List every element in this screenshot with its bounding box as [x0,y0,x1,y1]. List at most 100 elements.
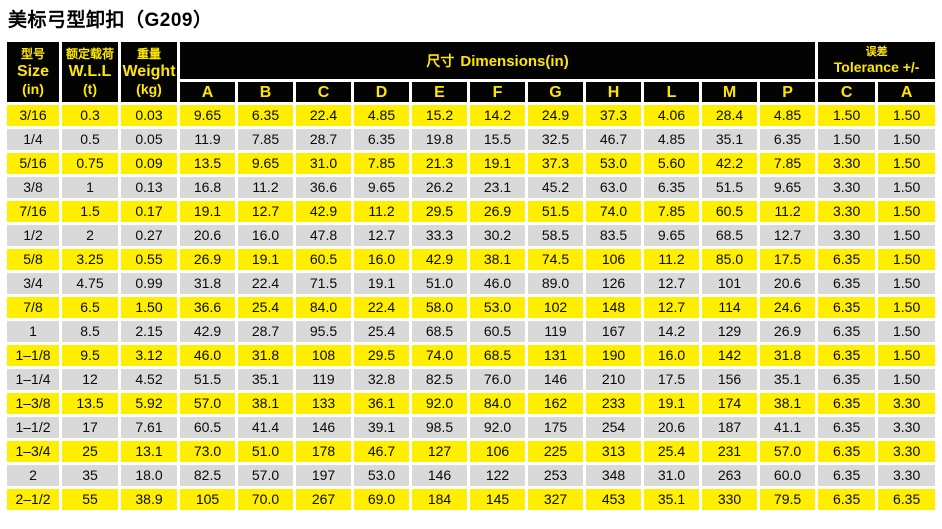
col-header-dim-M: M [702,82,757,102]
cell-F: 30.2 [470,225,525,246]
cell-A: 16.8 [180,177,235,198]
cell-L: 6.35 [644,177,699,198]
cell-tol-A: 1.50 [878,225,936,246]
cell-F: 26.9 [470,201,525,222]
cell-F: 76.0 [470,369,525,390]
cell-B: 19.1 [238,249,293,270]
cell-F: 38.1 [470,249,525,270]
cell-tol-C: 6.35 [818,273,876,294]
col-header-dim-D: D [354,82,409,102]
cell-M: 142 [702,345,757,366]
cell-F: 15.5 [470,129,525,150]
cell-weight: 0.09 [121,153,177,174]
cell-A: 19.1 [180,201,235,222]
cell-E: 127 [412,441,467,462]
cell-H: 63.0 [586,177,641,198]
cell-wll: 35 [62,465,118,486]
cell-H: 148 [586,297,641,318]
col-header-size-zh: 型号 [20,47,45,61]
cell-wll: 0.75 [62,153,118,174]
cell-P: 38.1 [760,393,816,414]
cell-tol-A: 1.50 [878,345,936,366]
cell-E: 33.3 [412,225,467,246]
cell-A: 36.6 [180,297,235,318]
cell-P: 7.85 [760,153,816,174]
cell-size: 2–1/2 [7,489,59,510]
cell-M: 129 [702,321,757,342]
cell-F: 19.1 [470,153,525,174]
col-header-dim-F: F [470,82,525,102]
cell-B: 11.2 [238,177,293,198]
cell-A: 20.6 [180,225,235,246]
cell-wll: 0.3 [62,105,118,126]
cell-F: 60.5 [470,321,525,342]
cell-C: 146 [296,417,351,438]
cell-C: 133 [296,393,351,414]
cell-D: 69.0 [354,489,409,510]
cell-weight: 1.50 [121,297,177,318]
header-row-main: 型号 Size (in) 额定载荷 W.L.L (t) 重量 Weigh [7,42,936,102]
cell-B: 41.4 [238,417,293,438]
col-header-dimensions-zh: 尺寸 [426,52,455,69]
cell-size: 5/8 [7,249,59,270]
col-header-dim-C: C [296,82,351,102]
cell-size: 3/4 [7,273,59,294]
cell-A: 9.65 [180,105,235,126]
cell-A: 31.8 [180,273,235,294]
cell-size: 7/8 [7,297,59,318]
cell-C: 36.6 [296,177,351,198]
col-header-dim-L: L [644,82,699,102]
cell-P: 60.0 [760,465,816,486]
cell-D: 6.35 [354,129,409,150]
cell-size: 1–1/2 [7,417,59,438]
table-row: 1 8.5 2.15 42.9 28.7 95.5 25.4 68.5 60.5 119 167 14… [7,321,936,342]
col-header-wll-en: W.L.L [68,63,112,80]
cell-L: 11.2 [644,249,699,270]
cell-C: 119 [296,369,351,390]
cell-G: 225 [528,441,583,462]
cell-H: 210 [586,369,641,390]
cell-G: 74.5 [528,249,583,270]
cell-L: 20.6 [644,417,699,438]
cell-E: 98.5 [412,417,467,438]
col-header-tolerance-en: Tolerance +/- [833,59,920,76]
cell-C: 71.5 [296,273,351,294]
cell-L: 19.1 [644,393,699,414]
cell-A: 73.0 [180,441,235,462]
col-header-dimensions-en: Dimensions(in) [460,52,569,70]
cell-tol-C: 6.35 [818,393,876,414]
cell-P: 12.7 [760,225,816,246]
cell-wll: 1.5 [62,201,118,222]
cell-H: 46.7 [586,129,641,150]
cell-M: 114 [702,297,757,318]
cell-H: 126 [586,273,641,294]
cell-tol-A: 1.50 [878,369,936,390]
table-row: 2–1/2 55 38.9 105 70.0 267 69.0 184 145 327 453 35.… [7,489,936,510]
cell-size: 1–3/4 [7,441,59,462]
cell-size: 7/16 [7,201,59,222]
cell-D: 11.2 [354,201,409,222]
cell-tol-A: 6.35 [878,489,936,510]
cell-E: 68.5 [412,321,467,342]
cell-A: 105 [180,489,235,510]
cell-tol-C: 3.30 [818,177,876,198]
cell-wll: 12 [62,369,118,390]
table-row: 2 35 18.0 82.5 57.0 197 53.0 146 122 253 348 31.0 26… [7,465,936,486]
cell-C: 267 [296,489,351,510]
cell-G: 327 [528,489,583,510]
cell-tol-A: 1.50 [878,273,936,294]
cell-M: 101 [702,273,757,294]
table-row: 7/16 1.5 0.17 19.1 12.7 42.9 11.2 29.5 26.9 51.5 7… [7,201,936,222]
cell-size: 5/16 [7,153,59,174]
cell-E: 15.2 [412,105,467,126]
cell-L: 12.7 [644,297,699,318]
cell-A: 42.9 [180,321,235,342]
cell-P: 57.0 [760,441,816,462]
cell-E: 26.2 [412,177,467,198]
cell-C: 108 [296,345,351,366]
cell-tol-C: 6.35 [818,417,876,438]
cell-L: 9.65 [644,225,699,246]
table-row: 3/16 0.3 0.03 9.65 6.35 22.4 4.85 15.2 14.2 24.9 3… [7,105,936,126]
cell-F: 84.0 [470,393,525,414]
table-row: 7/8 6.5 1.50 36.6 25.4 84.0 22.4 58.0 53.0 102 148… [7,297,936,318]
